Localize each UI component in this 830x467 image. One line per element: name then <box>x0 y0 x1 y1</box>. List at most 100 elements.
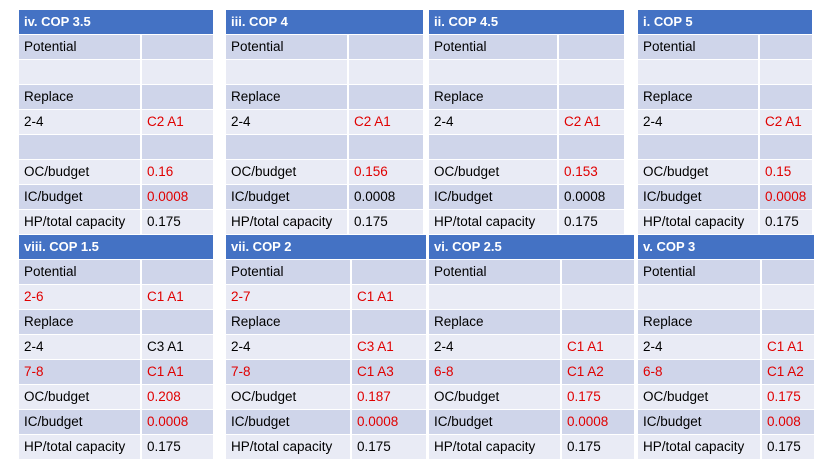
row-value: 0.187 <box>352 385 426 409</box>
cop-table-panel: viii. COP 1.5 Potential 2-6 C1 A1 Replace 2-4… <box>19 235 213 459</box>
table-row: 2-4 C2 A1 <box>226 110 423 134</box>
row-value: 0.208 <box>142 385 213 409</box>
row-label: OC/budget <box>226 385 350 409</box>
cop-table-panel: i. COP 5 Potential Replace 2-4 C2 A1 OC/budge… <box>638 10 812 234</box>
row-label: Replace <box>429 85 557 109</box>
row-value: C1 A1 <box>762 335 814 359</box>
row-label: Potential <box>19 35 140 59</box>
cop-table-panel: iii. COP 4 Potential Replace 2-4 C2 A1 OC/bud… <box>226 10 423 234</box>
table-row: IC/budget 0.008 <box>638 410 814 434</box>
row-label: Potential <box>638 260 760 284</box>
table-row: OC/budget 0.153 <box>429 160 624 184</box>
row-label <box>19 135 140 159</box>
row-label: HP/total capacity <box>19 210 140 234</box>
row-value <box>762 260 814 284</box>
panel-title: vi. COP 2.5 <box>429 235 634 259</box>
cop-table-panel: v. COP 3 Potential Replace 2-4 C1 A1 6-8 C1 A2… <box>638 235 814 459</box>
panel-title: i. COP 5 <box>638 10 812 34</box>
row-value <box>352 310 426 334</box>
table-row: HP/total capacity 0.175 <box>429 210 624 234</box>
row-value <box>349 35 423 59</box>
row-value: C3 A1 <box>352 335 426 359</box>
row-label: HP/total capacity <box>638 210 758 234</box>
table-row: Potential <box>226 35 423 59</box>
row-value: 0.175 <box>142 210 213 234</box>
row-value <box>762 285 814 309</box>
row-value: C1 A1 <box>352 285 426 309</box>
row-label: Replace <box>19 310 140 334</box>
table-row: HP/total capacity 0.175 <box>226 435 426 459</box>
row-label: IC/budget <box>638 185 758 209</box>
row-value: C3 A1 <box>142 335 213 359</box>
row-value: 0.175 <box>760 210 812 234</box>
table-row: OC/budget 0.15 <box>638 160 812 184</box>
panel-title: iii. COP 4 <box>226 10 423 34</box>
row-value: 0.0008 <box>562 410 634 434</box>
row-value <box>559 135 624 159</box>
table-row <box>226 60 423 84</box>
table-row: IC/budget 0.0008 <box>19 185 213 209</box>
table-row: OC/budget 0.187 <box>226 385 426 409</box>
row-value: 0.175 <box>762 385 814 409</box>
table-row: Replace <box>226 85 423 109</box>
row-label: 2-4 <box>429 335 560 359</box>
table-row: OC/budget 0.208 <box>19 385 213 409</box>
row-label <box>226 60 347 84</box>
row-value: C1 A1 <box>142 285 213 309</box>
row-label: Replace <box>19 85 140 109</box>
row-value <box>142 35 213 59</box>
table-row <box>429 135 624 159</box>
row-value <box>760 85 812 109</box>
row-label: 2-6 <box>19 285 140 309</box>
table-row: 2-4 C2 A1 <box>638 110 812 134</box>
cop-table-panel: ii. COP 4.5 Potential Replace 2-4 C2 A1 OC/bu… <box>429 10 624 234</box>
row-value <box>142 310 213 334</box>
row-value <box>562 285 634 309</box>
table-row: HP/total capacity 0.175 <box>19 435 213 459</box>
row-label: 2-4 <box>429 110 557 134</box>
table-row: 2-4 C2 A1 <box>19 110 213 134</box>
row-value: C2 A1 <box>349 110 423 134</box>
row-label <box>429 285 560 309</box>
table-row <box>638 60 812 84</box>
row-value: C1 A3 <box>352 360 426 384</box>
row-value <box>349 85 423 109</box>
row-value: 0.175 <box>352 435 426 459</box>
row-label: IC/budget <box>638 410 760 434</box>
table-row: IC/budget 0.0008 <box>19 410 213 434</box>
row-value <box>760 35 812 59</box>
table-row: 2-7 C1 A1 <box>226 285 426 309</box>
row-label: Potential <box>19 260 140 284</box>
row-label: IC/budget <box>19 410 140 434</box>
row-value <box>142 135 213 159</box>
row-label: HP/total capacity <box>226 435 350 459</box>
row-value: 0.175 <box>562 385 634 409</box>
row-value <box>562 310 634 334</box>
row-label: 2-4 <box>226 110 347 134</box>
row-label: Potential <box>226 35 347 59</box>
table-row: 2-4 C2 A1 <box>429 110 624 134</box>
table-row: HP/total capacity 0.175 <box>226 210 423 234</box>
table-row: HP/total capacity 0.175 <box>19 210 213 234</box>
row-label: 7-8 <box>226 360 350 384</box>
table-row <box>226 135 423 159</box>
table-row <box>19 60 213 84</box>
row-label: Replace <box>638 310 760 334</box>
table-row: IC/budget 0.0008 <box>429 185 624 209</box>
table-row: HP/total capacity 0.175 <box>638 435 814 459</box>
table-row: 2-6 C1 A1 <box>19 285 213 309</box>
table-row: 6-8 C1 A2 <box>429 360 634 384</box>
table-row: OC/budget 0.175 <box>429 385 634 409</box>
row-value <box>142 60 213 84</box>
row-value: 0.0008 <box>142 410 213 434</box>
table-row: Replace <box>19 85 213 109</box>
row-label: Potential <box>429 35 557 59</box>
row-label: 2-7 <box>226 285 350 309</box>
table-row: 7-8 C1 A3 <box>226 360 426 384</box>
row-value: C1 A1 <box>562 335 634 359</box>
row-value: 0.175 <box>762 435 814 459</box>
table-row: IC/budget 0.0008 <box>226 410 426 434</box>
row-label: IC/budget <box>19 185 140 209</box>
table-row: Replace <box>429 85 624 109</box>
row-label: 2-4 <box>226 335 350 359</box>
